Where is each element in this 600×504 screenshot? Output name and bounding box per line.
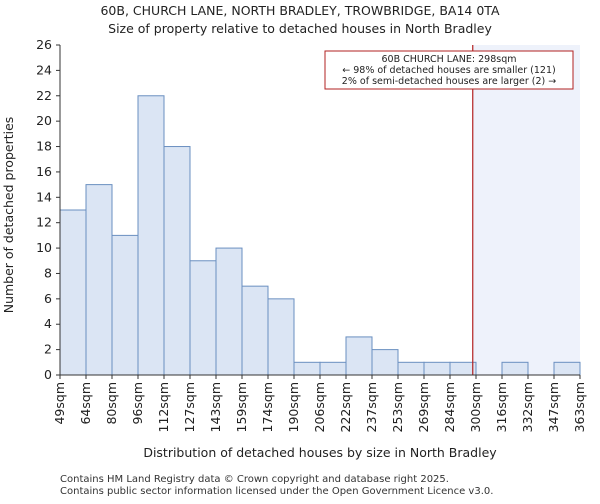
x-tick-label: 143sqm [208,382,223,432]
bar [189,260,217,376]
bars-layer [59,95,581,376]
bar [85,184,113,376]
x-tick-label: 284sqm [442,382,457,432]
y-tick-label: 20 [36,113,52,128]
bar [59,209,87,376]
bar [319,361,347,376]
x-tick-label: 64sqm [78,382,93,425]
chart-title: 60B, CHURCH LANE, NORTH BRADLEY, TROWBRI… [100,3,499,18]
x-tick-label: 316sqm [494,382,509,432]
y-tick-label: 22 [36,88,52,103]
bar [423,361,451,376]
x-tick-label: 96sqm [130,382,145,425]
y-tick-label: 6 [44,291,52,306]
x-tick-label: 174sqm [260,382,275,432]
y-tick-label: 24 [36,62,52,77]
x-tick-label: 347sqm [546,382,561,432]
y-tick-label: 14 [36,189,52,204]
footer-line-2: Contains public sector information licen… [60,486,493,497]
annotation-box: 60B CHURCH LANE: 298sqm ← 98% of detache… [324,50,574,90]
annotation-line-1: 60B CHURCH LANE: 298sqm [382,54,517,65]
chart-subtitle: Size of property relative to detached ho… [108,21,492,36]
bar [371,349,399,376]
x-tick-label: 206sqm [312,382,327,432]
x-tick-label: 300sqm [468,382,483,432]
bar [111,234,139,376]
bar [345,336,373,376]
x-axis-label: Distribution of detached houses by size … [143,445,497,460]
x-tick-label: 112sqm [156,382,171,432]
y-tick-label: 26 [36,37,52,52]
bar [215,247,243,376]
bar [163,146,191,376]
x-tick-label: 363sqm [572,382,587,432]
y-tick-label: 8 [44,265,52,280]
y-tick-label: 4 [44,316,52,331]
x-tick-label: 159sqm [234,382,249,432]
x-tick-label: 237sqm [364,382,379,432]
x-tick-label: 269sqm [416,382,431,432]
x-ticks: 49sqm 64sqm 80sqm 96sqm 112sqm 127sqm 143sqm 15… [52,375,587,432]
larger-region-shade [472,45,580,375]
y-tick-label: 12 [36,215,52,230]
y-axis-label: Number of detached properties [1,117,16,314]
bar [449,361,477,376]
bar [553,361,581,376]
y-tick-label: 18 [36,139,52,154]
bar [397,361,425,376]
x-tick-label: 80sqm [104,382,119,425]
x-tick-label: 49sqm [52,382,67,425]
y-tick-label: 10 [36,240,52,255]
bar [241,285,269,376]
annotation-border [324,50,574,90]
x-tick-label: 190sqm [286,382,301,432]
footer-line-1: Contains HM Land Registry data © Crown c… [60,474,449,485]
shade-layer [472,45,580,375]
x-tick-label: 127sqm [182,382,197,432]
bar [293,361,321,376]
annotation-line-2: ← 98% of detached houses are smaller (12… [342,65,555,76]
bar [501,361,529,376]
x-tick-label: 332sqm [520,382,535,432]
y-tick-label: 0 [44,367,52,382]
y-tick-label: 2 [44,342,52,357]
bar [267,298,295,376]
x-tick-label: 253sqm [390,382,405,432]
y-tick-label: 16 [36,164,52,179]
x-tick-label: 222sqm [338,382,353,432]
annotation-line-3: 2% of semi-detached houses are larger (2… [342,76,556,87]
bar [137,95,165,376]
